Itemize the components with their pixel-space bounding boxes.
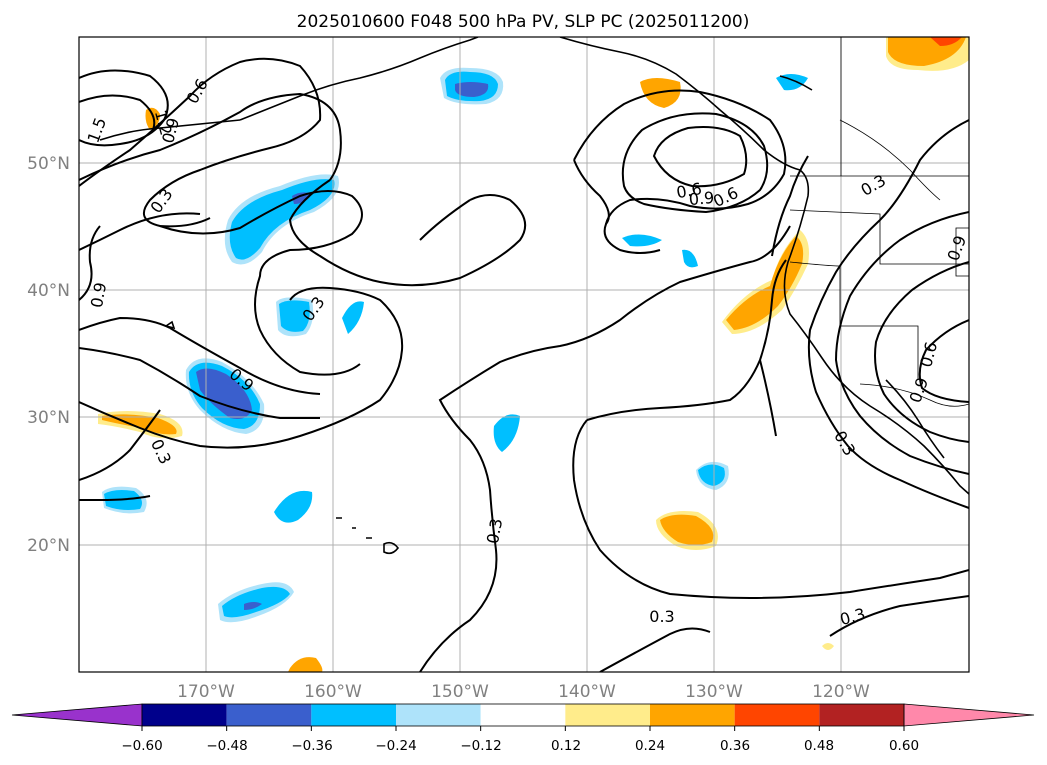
slp-contours xyxy=(79,57,969,672)
pv-shading xyxy=(98,37,969,672)
lon-label: 140°W xyxy=(558,682,616,702)
colorbar-tick-label: 0.60 xyxy=(889,738,919,754)
positive-anomaly-blob xyxy=(822,643,834,650)
colorbar-extension-low xyxy=(11,703,143,727)
positive-anomaly-blob xyxy=(288,657,323,672)
contour-label: 0.9 xyxy=(87,281,110,309)
contour-label: 0.3 xyxy=(649,607,674,626)
colorbar-tick-label: 0.12 xyxy=(551,738,581,754)
colorbar-segment xyxy=(734,704,820,726)
colorbar-tick-label: −0.48 xyxy=(206,738,247,754)
colorbar-tick-label: −0.24 xyxy=(375,738,416,754)
negative-anomaly-blob xyxy=(218,582,294,623)
negative-anomaly-blob xyxy=(776,74,808,91)
negative-anomaly-blob xyxy=(276,297,314,337)
colorbar-segment xyxy=(819,704,904,726)
colorbar-tick-label: −0.60 xyxy=(121,738,162,754)
colorbar-segment xyxy=(311,704,396,726)
negative-anomaly-blob xyxy=(224,174,339,265)
map-frame xyxy=(78,36,970,673)
negative-anomaly-blob xyxy=(342,301,364,334)
colorbar-segment xyxy=(396,704,481,726)
lat-label: 50°N xyxy=(27,154,70,174)
contour-label: 0.6 xyxy=(675,179,703,202)
lon-label: 150°W xyxy=(431,682,489,702)
colorbar: −0.60 −0.48 −0.36 −0.24 −0.12 0.12 0.24 … xyxy=(11,703,1035,754)
positive-anomaly-blob xyxy=(886,37,969,71)
negative-anomaly-blob xyxy=(493,414,520,452)
negative-anomaly-blob xyxy=(440,67,504,105)
negative-anomaly-blob xyxy=(185,358,265,434)
lon-label: 120°W xyxy=(812,682,870,702)
positive-anomaly-blob xyxy=(722,230,809,334)
contour-label: 0.3 xyxy=(483,517,506,545)
lon-axis: 170°W 160°W 150°W 140°W 130°W 120°W xyxy=(177,682,870,702)
chart-title: 2025010600 F048 500 hPa PV, SLP PC (2025… xyxy=(297,12,750,32)
contour-labels: 1.5 1.2 0.9 0.6 0.3 0.9 0.3 0.9 0.6 0.3 … xyxy=(84,75,969,629)
lat-axis: 50°N 40°N 30°N 20°N xyxy=(27,154,70,556)
negative-anomaly-blob xyxy=(622,234,662,247)
colorbar-frame xyxy=(141,703,905,727)
coastlines xyxy=(99,37,969,555)
lat-label: 40°N xyxy=(27,281,70,301)
colorbar-segment xyxy=(226,704,312,726)
colorbar-tick-label: −0.36 xyxy=(291,738,332,754)
positive-anomaly-blob xyxy=(656,511,718,550)
lon-label: 160°W xyxy=(304,682,362,702)
negative-anomaly-blob xyxy=(682,249,698,268)
colorbar-segment xyxy=(565,704,650,726)
lat-label: 30°N xyxy=(27,408,70,428)
colorbar-segment xyxy=(650,704,735,726)
negative-anomaly-blob xyxy=(274,490,313,523)
colorbar-segment xyxy=(142,704,227,726)
lon-label: 130°W xyxy=(685,682,743,702)
positive-anomaly-blob xyxy=(145,107,160,130)
colorbar-tick-label: 0.48 xyxy=(804,738,834,754)
lat-label: 20°N xyxy=(27,536,70,556)
colorbar-extension-high xyxy=(903,703,1035,727)
contour-label: 0.9 xyxy=(688,188,715,209)
map-panel: 1.5 1.2 0.9 0.6 0.3 0.9 0.3 0.9 0.6 0.3 … xyxy=(27,36,970,702)
colorbar-tick-label: 0.36 xyxy=(720,738,750,754)
negative-anomaly-blob xyxy=(698,464,725,486)
colorbar-segment xyxy=(480,704,566,726)
colorbar-tick-label: 0.24 xyxy=(635,738,665,754)
colorbar-tick-label: −0.12 xyxy=(460,738,501,754)
lon-label: 170°W xyxy=(177,682,235,702)
